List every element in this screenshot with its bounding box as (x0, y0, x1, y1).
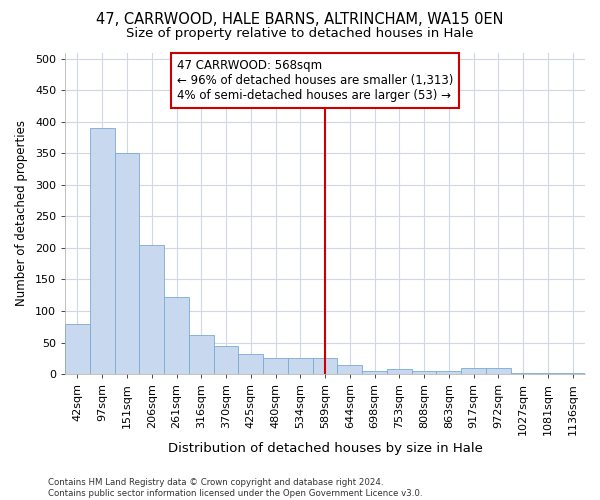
Bar (65, 324, 90, 374)
Bar (436, 371, 461, 374)
Bar (139, 245, 164, 374)
Bar (214, 346, 238, 374)
Bar (90, 128, 115, 374)
Bar (115, 154, 139, 374)
Text: 47, CARRWOOD, HALE BARNS, ALTRINCHAM, WA15 0EN: 47, CARRWOOD, HALE BARNS, ALTRINCHAM, WA… (96, 12, 504, 28)
X-axis label: Distribution of detached houses by size in Hale: Distribution of detached houses by size … (167, 442, 482, 455)
Bar (461, 368, 486, 374)
Bar (387, 369, 412, 374)
Bar (263, 358, 288, 374)
Bar (164, 297, 189, 374)
Bar (486, 368, 511, 374)
Bar (337, 364, 362, 374)
Bar (511, 373, 535, 374)
Bar (535, 373, 560, 374)
Text: Size of property relative to detached houses in Hale: Size of property relative to detached ho… (126, 28, 474, 40)
Bar (189, 335, 214, 374)
Text: Contains HM Land Registry data © Crown copyright and database right 2024.
Contai: Contains HM Land Registry data © Crown c… (48, 478, 422, 498)
Bar (238, 354, 263, 374)
Y-axis label: Number of detached properties: Number of detached properties (15, 120, 28, 306)
Bar (313, 358, 337, 374)
Bar (288, 358, 313, 374)
Bar (412, 371, 436, 374)
Bar (362, 371, 387, 374)
Text: 47 CARRWOOD: 568sqm
← 96% of detached houses are smaller (1,313)
4% of semi-deta: 47 CARRWOOD: 568sqm ← 96% of detached ho… (176, 59, 453, 102)
